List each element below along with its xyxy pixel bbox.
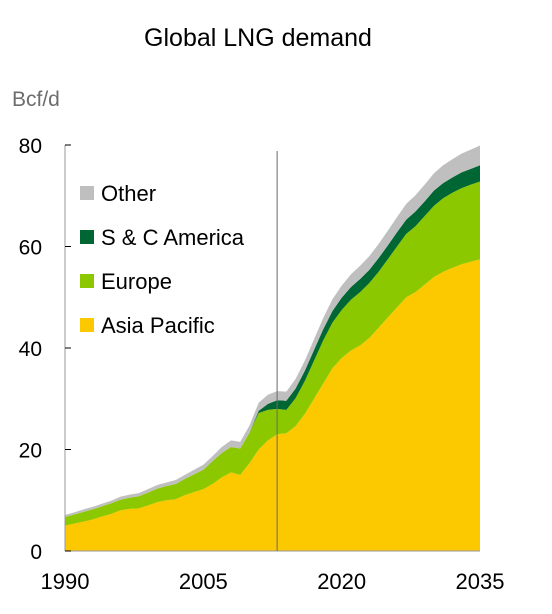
y-tick-label: 80 (19, 135, 42, 158)
x-tick-label: 1990 (41, 569, 90, 594)
y-axis-unit-label: Bcf/d (12, 88, 60, 111)
legend-label-asia-pacific: Asia Pacific (101, 313, 215, 338)
stacked-areas (65, 145, 480, 551)
y-axis-ticks: 0 20 40 60 80 (19, 135, 71, 564)
legend-swatch-other (80, 186, 94, 200)
legend: Other S & C America Europe Asia Pacific (80, 181, 245, 338)
legend-swatch-europe (80, 274, 94, 288)
area-asia-pacific (65, 259, 480, 551)
area-europe (65, 181, 480, 526)
x-tick-label: 2035 (456, 569, 505, 594)
legend-swatch-asia-pacific (80, 318, 94, 332)
area-other (65, 145, 480, 517)
chart-title: Global LNG demand (144, 24, 372, 52)
legend-label-s-c-america: S & C America (101, 225, 245, 250)
legend-label-europe: Europe (101, 269, 172, 294)
x-axis-ticks: 1990 2005 2020 2035 (41, 569, 505, 594)
legend-label-other: Other (101, 181, 156, 206)
x-tick-label: 2005 (179, 569, 228, 594)
y-tick-label: 60 (19, 237, 42, 260)
y-tick-label: 20 (19, 440, 42, 463)
area-s-c-america (65, 165, 480, 517)
y-tick-label: 0 (30, 541, 42, 564)
x-tick-label: 2020 (317, 569, 366, 594)
y-tick-label: 40 (19, 338, 42, 361)
legend-swatch-s-c-america (80, 230, 94, 244)
